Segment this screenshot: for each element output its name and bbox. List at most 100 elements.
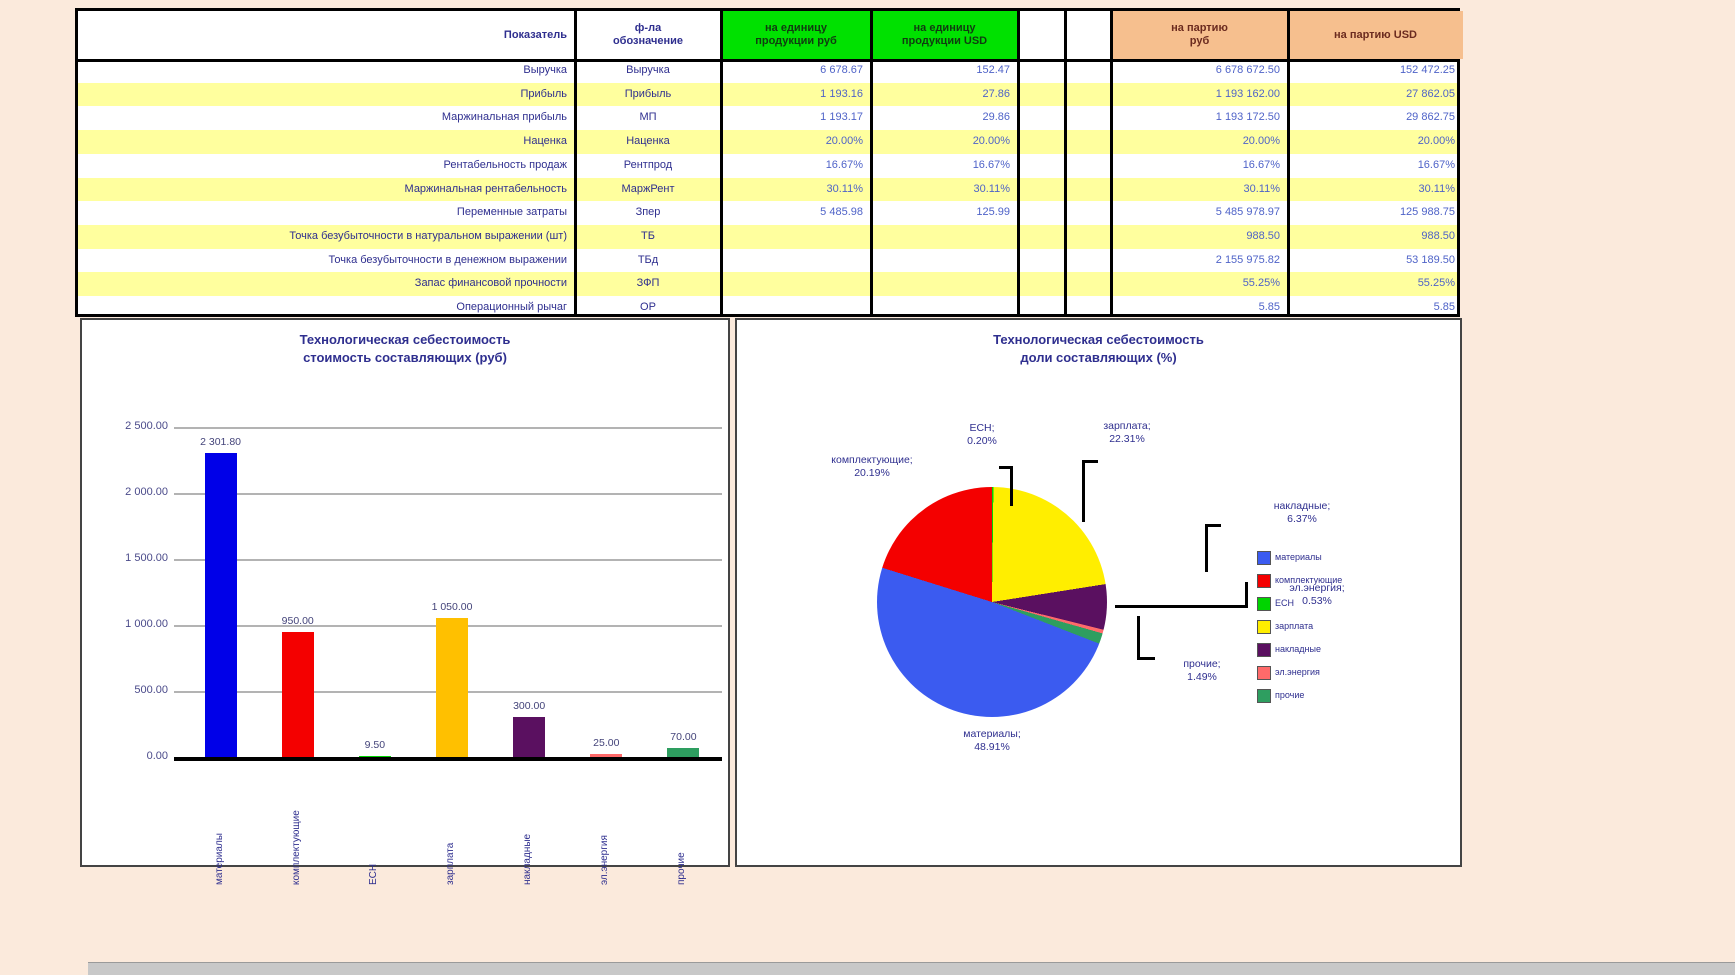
- bar-материалы: [204, 453, 237, 757]
- table-cell[interactable]: Точка безубыточности в натуральном выраж…: [289, 229, 567, 242]
- header-cell-7[interactable]: на партию руб: [1111, 11, 1288, 59]
- table-cell[interactable]: 20.00%: [1242, 135, 1280, 148]
- table-cell[interactable]: 29.86: [982, 111, 1010, 124]
- indicators-table[interactable]: Показатель ф-ла обозначение на единицу проду…: [75, 8, 1463, 317]
- table-cell[interactable]: Операционный рычаг: [456, 301, 567, 313]
- table-cell[interactable]: Рентпрод: [623, 158, 673, 171]
- table-cell[interactable]: 29 862.75: [1406, 111, 1455, 124]
- header-cell-line1: ф-ла: [634, 22, 662, 34]
- table-cell[interactable]: 27.86: [982, 87, 1010, 100]
- table-cell[interactable]: 30.11%: [973, 182, 1011, 195]
- table-cell[interactable]: 20.00%: [1417, 135, 1455, 148]
- table-cell[interactable]: 55.25%: [1242, 277, 1280, 290]
- pie-chart[interactable]: Технологическая себестоимость доли соста…: [735, 318, 1462, 867]
- table-cell[interactable]: Переменные затраты: [456, 206, 567, 219]
- table-cell[interactable]: ТБд: [637, 253, 659, 266]
- table-cell[interactable]: ОР: [640, 301, 656, 313]
- pie-slice-label: прочие; 1.49%: [1152, 658, 1252, 684]
- table-cell[interactable]: Наценка: [626, 135, 670, 148]
- legend-item-комплектующие: комплектующие: [1257, 574, 1427, 590]
- legend-swatch: [1257, 666, 1271, 680]
- pie-label-percent: 20.19%: [854, 467, 890, 479]
- table-cell[interactable]: Рентабельность продаж: [443, 158, 567, 171]
- table-cell[interactable]: 5 485 978.97: [1215, 206, 1280, 219]
- table-cell[interactable]: 16.67%: [1242, 158, 1280, 171]
- table-cell[interactable]: 20.00%: [972, 135, 1010, 148]
- table-grid-line: [1287, 11, 1290, 314]
- legend-label: материалы: [1275, 552, 1322, 562]
- header-cell-line2: обозначение: [612, 35, 684, 47]
- table-cell[interactable]: 1 193 162.00: [1215, 87, 1280, 100]
- table-cell[interactable]: Прибыль: [520, 87, 567, 100]
- pie-label-name: комплектующие;: [831, 454, 913, 466]
- table-cell[interactable]: 30.11%: [1418, 182, 1456, 195]
- table-cell[interactable]: Зпер: [635, 206, 661, 219]
- pie-label-name: ЕСН;: [969, 422, 995, 434]
- table-cell[interactable]: 2 155 975.82: [1215, 253, 1280, 266]
- table-cell[interactable]: 30.11%: [1243, 182, 1281, 195]
- header-cell-4[interactable]: на единицу продукции USD: [871, 11, 1018, 59]
- table-cell[interactable]: 1 193.16: [820, 87, 863, 100]
- table-cell[interactable]: 152.47: [976, 64, 1010, 76]
- header-cell-5[interactable]: [1018, 11, 1065, 59]
- table-cell[interactable]: 20.00%: [825, 135, 863, 148]
- legend-label: накладные: [1275, 644, 1321, 654]
- legend-swatch: [1257, 620, 1271, 634]
- header-cell-3[interactable]: на единицу продукции руб: [721, 11, 871, 59]
- header-cell-2[interactable]: ф-ла обозначение: [575, 11, 721, 59]
- table-cell[interactable]: 5 485.98: [820, 206, 863, 219]
- legend-label: эл.энергия: [1275, 667, 1320, 677]
- table-cell[interactable]: Выручка: [523, 64, 567, 76]
- pie-label-name: накладные;: [1273, 500, 1331, 512]
- gridline: [174, 427, 722, 429]
- table-cell[interactable]: 152 472.25: [1399, 64, 1455, 76]
- table-cell[interactable]: 988.50: [1246, 229, 1280, 242]
- bar-value-label: 25.00: [593, 736, 620, 749]
- table-grid-line: [1017, 11, 1020, 314]
- table-cell[interactable]: 27 862.05: [1406, 87, 1455, 100]
- header-cell-6[interactable]: [1065, 11, 1111, 59]
- callout-line-energy-h: [1115, 605, 1247, 608]
- table-cell[interactable]: 16.67%: [825, 158, 863, 171]
- table-grid-line: [870, 11, 873, 314]
- table-cell[interactable]: Точка безубыточности в денежном выражени…: [328, 253, 567, 266]
- table-cell[interactable]: 30.11%: [826, 182, 864, 195]
- table-cell[interactable]: Прибыль: [624, 87, 672, 100]
- bar-chart[interactable]: Технологическая себестоимость стоимость …: [80, 318, 730, 885]
- bar-ЕСН: [358, 755, 391, 757]
- table-cell[interactable]: 5.85: [1433, 301, 1455, 313]
- table-cell[interactable]: 16.67%: [972, 158, 1010, 171]
- legend-swatch: [1257, 597, 1271, 611]
- pie-chart-title-line1: Технологическая себестоимость: [993, 332, 1204, 347]
- table-cell[interactable]: 55.25%: [1417, 277, 1455, 290]
- table-cell[interactable]: 5.85: [1258, 301, 1280, 313]
- x-axis-category-label: материалы: [213, 833, 225, 885]
- header-cell-8[interactable]: на партию USD: [1288, 11, 1463, 59]
- table-cell[interactable]: ТБ: [641, 229, 655, 242]
- table-cell[interactable]: 988.50: [1421, 229, 1455, 242]
- table-cell[interactable]: Выручка: [626, 64, 670, 76]
- table-cell[interactable]: 125 988.75: [1399, 206, 1455, 219]
- legend-label: комплектующие: [1275, 575, 1343, 585]
- table-cell[interactable]: МП: [639, 111, 657, 124]
- table-cell[interactable]: Маржинальная рентабельность: [404, 182, 567, 195]
- legend-swatch: [1257, 551, 1271, 565]
- pie-label-percent: 22.31%: [1109, 433, 1145, 445]
- table-cell[interactable]: ЗФП: [636, 277, 660, 290]
- table-cell[interactable]: 1 193.17: [820, 111, 863, 124]
- legend-label: прочие: [1275, 690, 1305, 700]
- table-cell[interactable]: 6 678 672.50: [1215, 64, 1280, 76]
- table-cell[interactable]: МаржРент: [621, 182, 675, 195]
- table-cell[interactable]: Наценка: [523, 135, 567, 148]
- table-cell[interactable]: 1 193 172.50: [1215, 111, 1280, 124]
- header-cell-1[interactable]: Показатель: [78, 11, 575, 59]
- table-cell[interactable]: Запас финансовой прочности: [414, 277, 567, 290]
- bar-value-label: 70.00: [670, 730, 697, 743]
- table-cell[interactable]: 6 678.67: [820, 64, 863, 76]
- table-cell[interactable]: 125.99: [976, 206, 1010, 219]
- y-axis-tick-label: 0.00: [146, 750, 168, 762]
- table-cell[interactable]: Маржинальная прибыль: [441, 111, 567, 124]
- table-cell[interactable]: 16.67%: [1417, 158, 1455, 171]
- table-cell[interactable]: 53 189.50: [1406, 253, 1455, 266]
- bar-value-label: 300.00: [513, 700, 546, 713]
